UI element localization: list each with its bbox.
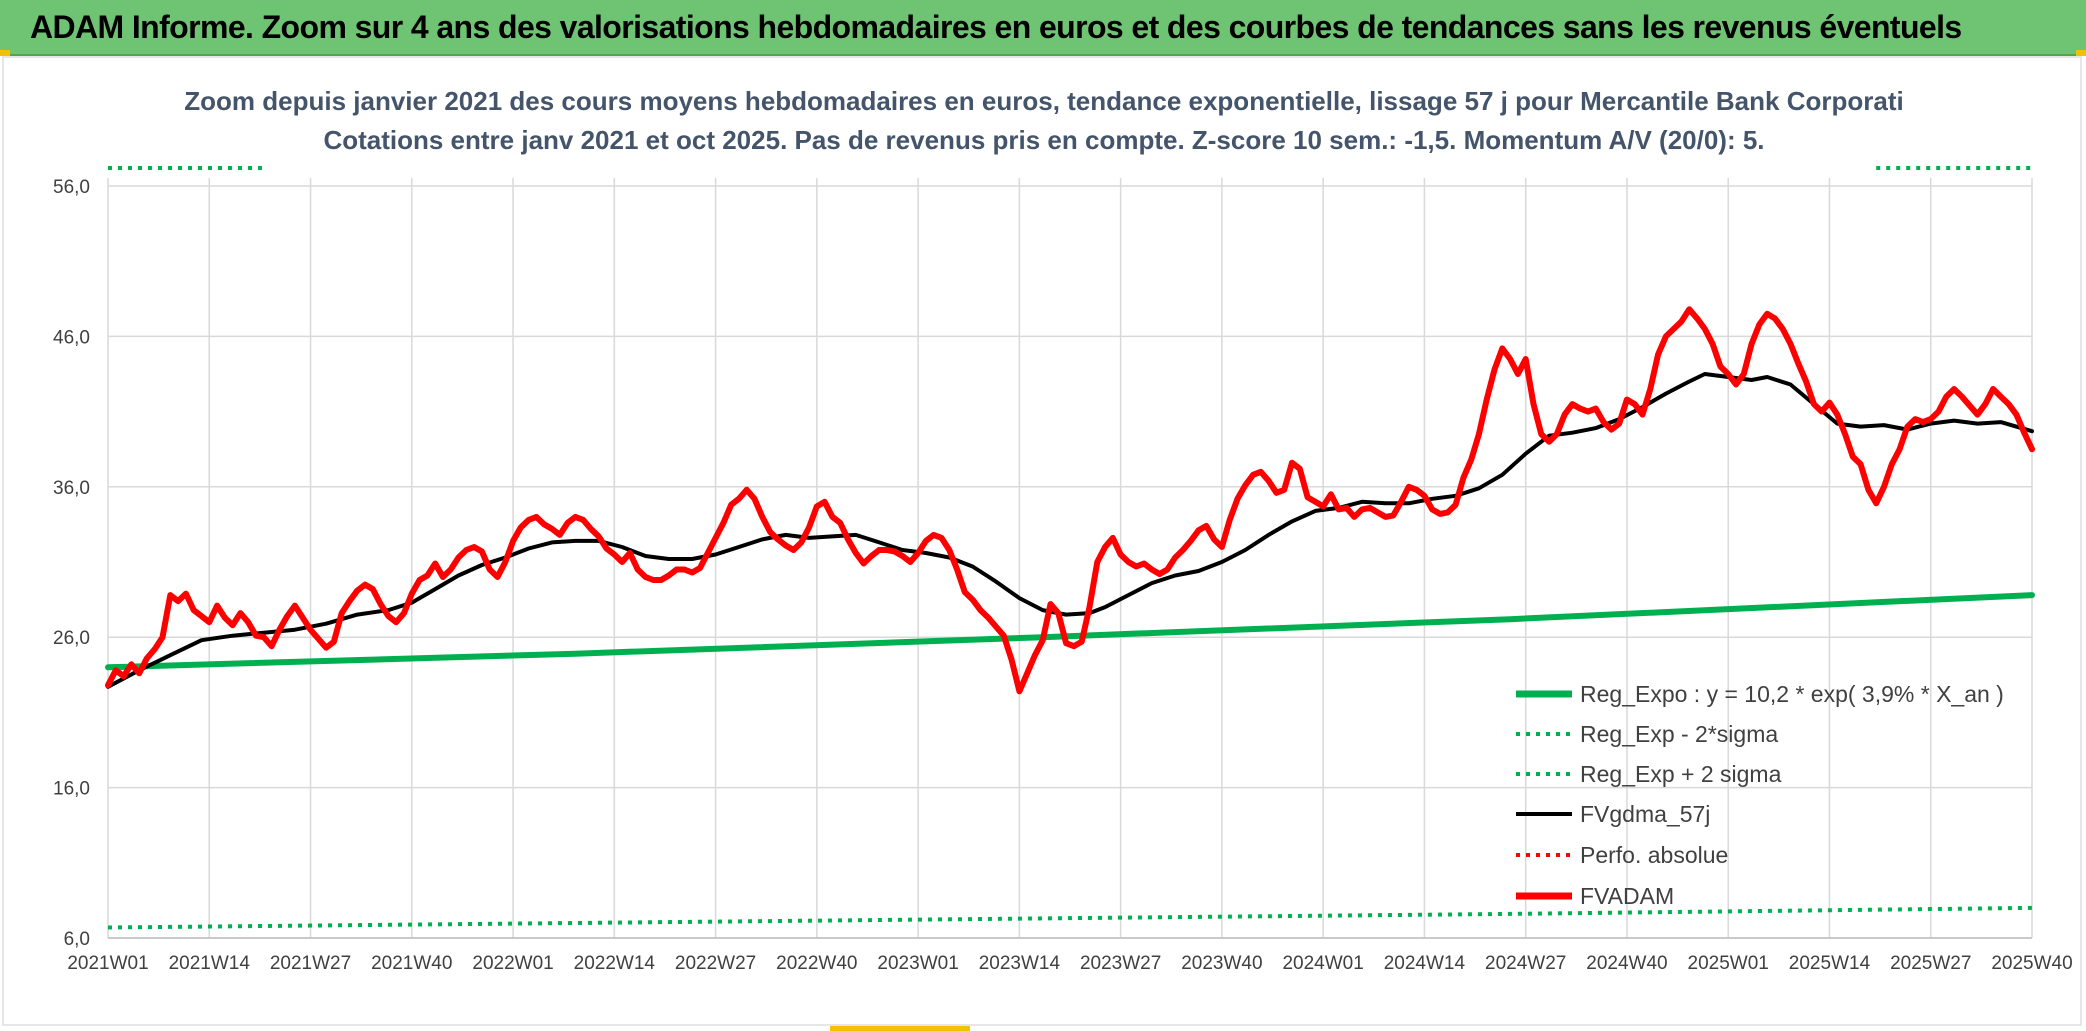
x-axis: 2021W01 2021W14 2021W27 2021W40 2022W01 2022W… <box>67 953 2072 974</box>
x-tick-label: 2023W14 <box>979 953 1061 974</box>
corner-marker-right <box>2076 50 2086 56</box>
x-tick-label: 2025W01 <box>1688 953 1769 974</box>
y-tick-label: 26,0 <box>53 628 90 649</box>
chart-frame: 56,0 46,0 36,0 26,0 16,0 6,0 2021W01 2021W14 20… <box>2 56 2082 1026</box>
x-tick-label: 2022W01 <box>472 953 553 974</box>
x-tick-label: 2022W27 <box>675 953 756 974</box>
banner: ADAM Informe. Zoom sur 4 ans des valoris… <box>0 0 2086 56</box>
series-fvadam <box>105 306 2035 695</box>
y-tick-label: 56,0 <box>53 177 90 198</box>
x-tick-label: 2023W01 <box>877 953 958 974</box>
legend-label-fvadam: FVADAM <box>1580 883 1674 909</box>
subtitle-backdrop <box>258 80 1830 164</box>
x-tick-label: 2021W40 <box>371 953 452 974</box>
x-tick-label: 2025W27 <box>1890 953 1971 974</box>
x-tick-label: 2024W27 <box>1485 953 1566 974</box>
legend-label-perfo: Perfo. absolue <box>1580 842 1728 868</box>
line-chart: 56,046,036,026,016,06,0 2021W01 2021W14 20… <box>53 80 2073 974</box>
x-tick-label: 2022W40 <box>776 953 857 974</box>
bottom-accent <box>830 1026 970 1031</box>
series-fvgdma-57j <box>106 372 2034 689</box>
corner-marker-left <box>0 50 10 56</box>
y-axis: 56,0 46,0 36,0 26,0 16,0 6,0 <box>53 177 90 950</box>
page-title: ADAM Informe. Zoom sur 4 ans des valoris… <box>30 9 1962 45</box>
legend-label-reg-expo: Reg_Expo : y = 10,2 * exp( 3,9% * X_an ) <box>1580 681 2004 707</box>
x-tick-label: 2021W27 <box>270 953 351 974</box>
x-tick-label: 2021W14 <box>169 953 251 974</box>
x-tick-label: 2025W40 <box>1991 953 2072 974</box>
x-tick-label: 2024W40 <box>1586 953 1667 974</box>
x-tick-label: 2025W14 <box>1789 953 1871 974</box>
legend-label-fvgdma: FVgdma_57j <box>1580 801 1710 827</box>
x-tick-label: 2024W14 <box>1384 953 1466 974</box>
x-tick-label: 2023W27 <box>1080 953 1161 974</box>
chart-subtitle-2: Cotations entre janv 2021 et oct 2025. P… <box>323 125 1764 155</box>
x-tick-label: 2022W14 <box>574 953 656 974</box>
y-tick-label: 16,0 <box>53 779 90 800</box>
y-tick-label: 36,0 <box>53 478 90 499</box>
x-tick-label: 2023W40 <box>1181 953 1262 974</box>
legend: Reg_Expo : y = 10,2 * exp( 3,9% * X_an )… <box>1516 681 2004 909</box>
y-tick-label: 6,0 <box>64 929 90 950</box>
legend-label-reg-exp-plus: Reg_Exp + 2 sigma <box>1580 761 1782 787</box>
series-layer <box>105 165 2035 930</box>
x-tick-label: 2021W01 <box>67 953 148 974</box>
chart-subtitle-1: Zoom depuis janvier 2021 des cours moyen… <box>184 86 1903 116</box>
y-tick-label: 46,0 <box>53 327 90 348</box>
grid <box>107 178 2033 939</box>
legend-label-reg-exp-minus: Reg_Exp - 2*sigma <box>1580 721 1778 747</box>
series-reg-exp-minus-2sigma <box>107 905 2033 930</box>
x-tick-label: 2024W01 <box>1282 953 1363 974</box>
